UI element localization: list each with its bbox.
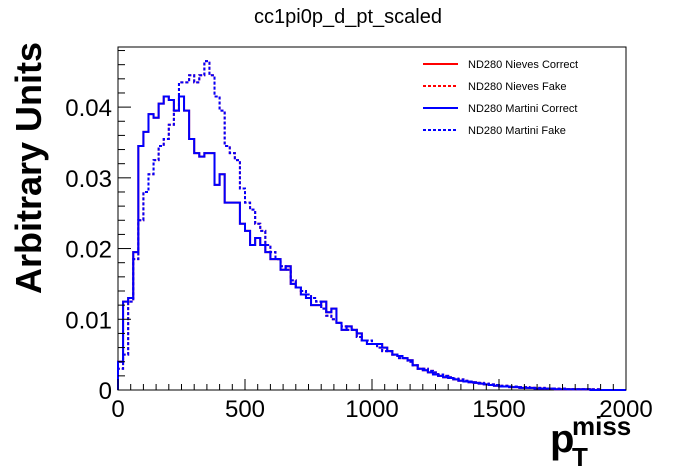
x-tick-label: 2000 xyxy=(599,396,652,423)
x-tick-label: 1000 xyxy=(345,396,398,423)
y-tick-label: 0.01 xyxy=(65,307,112,334)
legend: ND280 Nieves Correct ND280 Nieves Fake ND2… xyxy=(423,59,578,137)
x-tick-label: 500 xyxy=(225,396,265,423)
x-axis-label: p miss T xyxy=(550,411,631,472)
y-tick-label: 0.03 xyxy=(65,166,112,193)
x-axis-label-superscript: miss xyxy=(572,411,631,441)
legend-label-1: ND280 Nieves Correct xyxy=(468,59,578,71)
legend-label-3: ND280 Martini Correct xyxy=(468,103,577,115)
series-line-3 xyxy=(117,95,626,391)
series-line-4 xyxy=(117,60,626,391)
x-axis-label-subscript: T xyxy=(572,442,588,472)
y-axis: 0 0.01 0.02 0.03 0.04 xyxy=(65,50,131,405)
y-axis-label: Arbitrary Units xyxy=(8,42,49,294)
y-tick-label: 0.02 xyxy=(65,237,112,264)
y-tick-label: 0 xyxy=(99,378,112,405)
chart-title: cc1pi0p_d_pt_scaled xyxy=(254,6,442,28)
x-axis-label-main: p xyxy=(550,417,574,461)
x-tick-label: 0 xyxy=(111,396,124,423)
x-tick-label: 1500 xyxy=(472,396,525,423)
legend-label-2: ND280 Nieves Fake xyxy=(468,81,566,93)
plot-frame xyxy=(117,46,627,391)
x-axis: 0 500 1000 1500 2000 xyxy=(111,379,653,423)
series-layer xyxy=(117,60,626,391)
legend-label-4: ND280 Martini Fake xyxy=(468,125,566,137)
y-tick-label: 0.04 xyxy=(65,95,112,122)
